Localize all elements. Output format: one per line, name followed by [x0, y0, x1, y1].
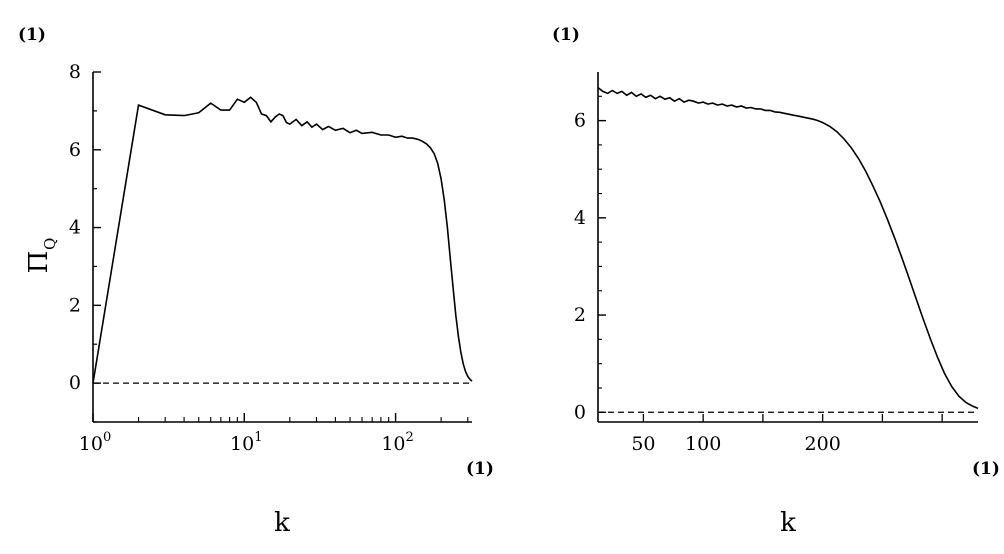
- left-x-tick-label: 100: [79, 430, 111, 455]
- left-chart-panel: (1) (1) k Π Q 0 2 4 6 8 100 101 102: [18, 25, 494, 538]
- right-y-tick-label: 0: [574, 401, 586, 423]
- right-chart-panel: (1) (1) k 0 2 4 6 50 100 200: [552, 25, 1000, 538]
- left-series-line: [92, 96, 473, 384]
- right-x-tick-label: 100: [685, 433, 721, 455]
- left-y-tick-label: 2: [69, 294, 81, 316]
- right-x-axis-title: k: [780, 508, 796, 538]
- left-y-tick-label: 6: [69, 139, 81, 161]
- left-x-axis-title: k: [274, 508, 290, 538]
- right-y-ticks: 0 2 4 6: [574, 95, 606, 423]
- right-x-tick-label: 50: [631, 433, 655, 455]
- left-y-unit-label: (1): [18, 25, 46, 45]
- right-y-tick-label: 2: [574, 304, 586, 326]
- left-x-tick-label: 102: [381, 430, 413, 455]
- left-y-ticks: 0 2 4 6 8: [69, 61, 101, 423]
- left-x-unit-label: (1): [466, 459, 494, 479]
- right-x-ticks: 50 100 200: [631, 414, 943, 455]
- right-y-tick-label: 6: [574, 110, 586, 132]
- right-y-tick-label: 4: [574, 207, 586, 229]
- left-x-ticks: 100 101 102: [79, 413, 469, 455]
- right-x-unit-label: (1): [972, 459, 1000, 479]
- left-y-tick-label: 0: [69, 372, 81, 394]
- left-x-tick-label: 101: [230, 430, 262, 455]
- right-y-unit-label: (1): [552, 25, 580, 45]
- left-y-tick-label: 4: [69, 217, 81, 239]
- right-series-line: [597, 86, 979, 410]
- left-y-axis-title: Π Q: [24, 238, 59, 274]
- right-x-tick-label: 200: [805, 433, 841, 455]
- left-y-axis-title-sub: Q: [41, 238, 59, 250]
- left-y-axis-title-main: Π: [24, 251, 54, 274]
- left-y-tick-label: 8: [69, 61, 81, 83]
